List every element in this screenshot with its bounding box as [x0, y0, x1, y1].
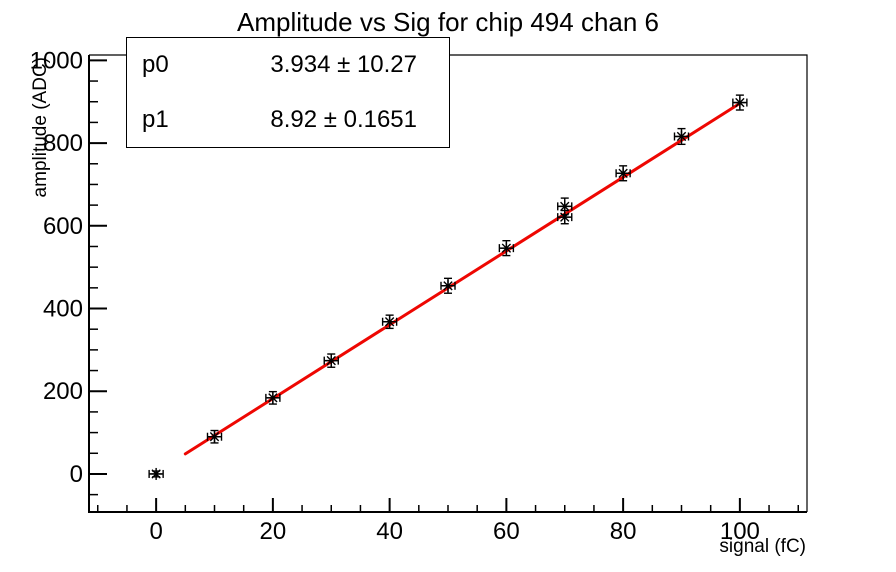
y-tick-label: 800: [43, 130, 83, 157]
x-axis-title: signal (fC): [719, 536, 806, 557]
fit-param-value: 3.934 ± 10.27: [270, 51, 417, 79]
data-point-marker: [443, 281, 453, 291]
fit-parameters-box: p0 3.934 ± 10.27 p1 8.92 ± 0.1651: [126, 37, 450, 148]
plot-frame-axes: [88, 55, 807, 513]
fit-param-value: 8.92 ± 0.1651: [270, 105, 417, 133]
x-tick-label: 0: [149, 518, 162, 545]
x-tick-label: 100: [720, 518, 760, 545]
x-tick-label: 20: [260, 518, 287, 545]
fit-param-row-p0: p0 3.934 ± 10.27: [127, 38, 449, 93]
data-point-marker: [501, 243, 512, 253]
data-point-marker: [268, 393, 278, 403]
y-tick-label: 0: [70, 461, 83, 488]
data-point-marker: [384, 317, 395, 327]
y-tick-label: 600: [43, 213, 83, 240]
fit-param-name: p1: [142, 105, 169, 133]
chart-title: Amplitude vs Sig for chip 494 chan 6: [236, 7, 660, 37]
x-tick-label: 60: [493, 518, 520, 545]
data-point-marker: [326, 355, 336, 366]
fit-param-row-p1: p1 8.92 ± 0.1651: [127, 93, 449, 148]
y-axis-title: amplitude (ADC): [30, 57, 51, 197]
y-tick-label: 200: [43, 378, 83, 405]
data-point-marker: [209, 432, 220, 442]
data-point-marker: [676, 131, 687, 142]
y-tick-label: 400: [43, 296, 83, 323]
data-point-marker: [560, 201, 570, 212]
fit-param-name: p0: [142, 51, 169, 79]
data-point-marker: [735, 97, 745, 108]
data-point-marker: [151, 469, 161, 479]
x-tick-label: 40: [376, 518, 403, 545]
x-tick-label: 80: [610, 518, 637, 545]
fit-line: [183, 101, 742, 456]
data-point-marker: [618, 168, 628, 178]
y-tick-label: 1000: [30, 47, 83, 74]
